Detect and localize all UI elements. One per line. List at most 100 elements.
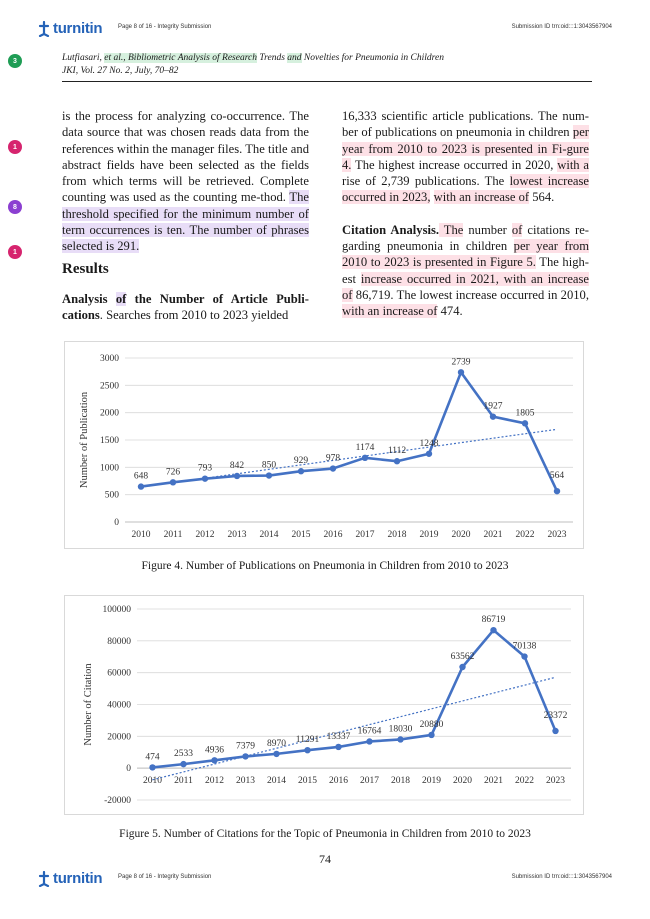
data-label: 13337 bbox=[327, 732, 351, 742]
data-label: 1112 bbox=[388, 446, 407, 456]
data-point bbox=[201, 475, 209, 482]
data-label: 978 bbox=[326, 454, 341, 464]
data-point bbox=[490, 626, 497, 634]
data-point bbox=[137, 483, 145, 490]
y-tick-label: 1500 bbox=[100, 436, 119, 446]
running-head: Lutfiasari, et al., Bibliometric Analysi… bbox=[62, 52, 592, 82]
similarity-badge[interactable]: 1 bbox=[8, 245, 22, 259]
figure-4-caption: Figure 4. Number of Publications on Pneu… bbox=[141, 560, 509, 572]
x-tick-label: 2017 bbox=[360, 776, 379, 786]
data-point bbox=[521, 653, 528, 660]
similarity-badge[interactable]: 8 bbox=[8, 200, 22, 214]
publication-analysis-paragraph: Analysis of the Number of Article Publi-… bbox=[62, 291, 309, 323]
data-point bbox=[366, 738, 373, 745]
data-label: 850 bbox=[262, 461, 277, 471]
turnitin-logo-text: turnitin bbox=[53, 20, 103, 37]
x-tick-label: 2021 bbox=[484, 530, 503, 540]
x-tick-label: 2015 bbox=[292, 530, 311, 540]
x-tick-label: 2014 bbox=[267, 776, 286, 786]
x-tick-label: 2020 bbox=[452, 530, 471, 540]
data-point bbox=[273, 750, 280, 758]
similarity-badge[interactable]: 1 bbox=[8, 140, 22, 154]
y-tick-label: 40000 bbox=[107, 701, 131, 711]
data-label: 70138 bbox=[513, 642, 537, 652]
data-point bbox=[457, 369, 465, 376]
data-label: 726 bbox=[166, 467, 181, 477]
data-point bbox=[233, 472, 241, 480]
x-tick-label: 2017 bbox=[356, 530, 375, 540]
x-tick-label: 2014 bbox=[260, 530, 279, 540]
y-tick-label: 0 bbox=[126, 764, 131, 774]
data-label: 793 bbox=[198, 464, 213, 474]
data-point bbox=[149, 764, 156, 771]
x-tick-label: 2011 bbox=[174, 776, 193, 786]
y-tick-label: 60000 bbox=[107, 669, 131, 679]
data-label: 648 bbox=[134, 472, 149, 482]
y-tick-label: 3000 bbox=[100, 354, 119, 364]
turnitin-logo: turnitin bbox=[38, 870, 103, 887]
right-column: 16,333 scientific article publications. … bbox=[342, 108, 589, 320]
y-tick-label: 20000 bbox=[107, 732, 131, 742]
citations-chart-svg: -20000 0 20000 40000 60000 80000 100000 2010 201… bbox=[83, 605, 571, 806]
data-label: 8970 bbox=[267, 739, 286, 749]
figure-5-citations-chart: -20000 0 20000 40000 60000 80000 100000 2010 201… bbox=[64, 595, 584, 815]
data-point bbox=[552, 727, 559, 735]
data-label: 86719 bbox=[482, 615, 506, 625]
data-point bbox=[428, 731, 435, 739]
y-axis-label: Number of Citation bbox=[83, 663, 94, 746]
data-point bbox=[553, 487, 561, 495]
data-label: 7379 bbox=[236, 741, 255, 751]
y-tick-label: 0 bbox=[114, 518, 119, 528]
x-tick-label: 2018 bbox=[391, 776, 410, 786]
x-tick-label: 2010 bbox=[143, 776, 162, 786]
y-tick-label: -20000 bbox=[104, 796, 131, 806]
data-label: 23372 bbox=[544, 711, 568, 721]
x-tick-label: 2010 bbox=[132, 530, 151, 540]
submission-id: Submission ID trn:oid:::1:3043567904 bbox=[511, 24, 612, 30]
data-label: 2533 bbox=[174, 749, 193, 759]
x-tick-label: 2016 bbox=[329, 776, 348, 786]
page-indicator: Page 8 of 16 - Integrity Submission bbox=[118, 24, 212, 30]
data-label: 1174 bbox=[356, 443, 375, 453]
publications-chart-svg: 0 500 1000 1500 2000 2500 3000 2010 2011 2012 2013… bbox=[79, 354, 573, 540]
x-tick-label: 2019 bbox=[420, 530, 439, 540]
data-point bbox=[393, 458, 401, 465]
page-indicator: Page 8 of 16 - Integrity Submission bbox=[118, 874, 212, 880]
publication-results-paragraph: 16,333 scientific article publications. … bbox=[342, 109, 589, 205]
data-point bbox=[521, 420, 529, 427]
x-tick-label: 2013 bbox=[228, 530, 247, 540]
similarity-badge[interactable]: 3 bbox=[8, 54, 22, 68]
data-point bbox=[180, 760, 187, 768]
x-tick-label: 2011 bbox=[164, 530, 183, 540]
y-tick-label: 80000 bbox=[107, 637, 131, 647]
submission-id: Submission ID trn:oid:::1:3043567904 bbox=[511, 874, 612, 880]
x-tick-label: 2012 bbox=[205, 776, 224, 786]
x-tick-label: 2023 bbox=[546, 776, 565, 786]
data-point bbox=[489, 413, 497, 420]
data-label: 4936 bbox=[205, 745, 224, 755]
figure-5-caption: Figure 5. Number of Citations for the To… bbox=[119, 828, 531, 840]
data-label: 842 bbox=[230, 461, 245, 471]
x-tick-label: 2015 bbox=[298, 776, 317, 786]
y-tick-label: 100000 bbox=[103, 605, 132, 615]
trendline bbox=[152, 676, 556, 781]
x-tick-label: 2022 bbox=[515, 776, 534, 786]
y-axis-label: Number of Publication bbox=[79, 391, 90, 488]
turnitin-footer: turnitin Page 8 of 16 - Integrity Submis… bbox=[0, 870, 650, 890]
turnitin-header: turnitin Page 8 of 16 - Integrity Submis… bbox=[0, 20, 650, 40]
turnitin-logo: turnitin bbox=[38, 20, 103, 37]
y-tick-label: 2000 bbox=[100, 409, 119, 419]
data-point bbox=[297, 468, 305, 475]
x-tick-label: 2022 bbox=[516, 530, 535, 540]
y-tick-label: 2500 bbox=[100, 381, 119, 391]
data-label: 11291 bbox=[296, 735, 320, 745]
data-point bbox=[397, 736, 404, 743]
data-label: 2739 bbox=[452, 357, 471, 367]
data-label: 18030 bbox=[389, 724, 413, 734]
x-tick-label: 2012 bbox=[196, 530, 215, 540]
data-label: 929 bbox=[294, 456, 309, 466]
method-paragraph: is the process for analyzing co-occurren… bbox=[62, 109, 309, 254]
data-point bbox=[459, 663, 466, 671]
left-column: is the process for analyzing co-occurren… bbox=[62, 108, 309, 324]
x-tick-label: 2019 bbox=[422, 776, 441, 786]
